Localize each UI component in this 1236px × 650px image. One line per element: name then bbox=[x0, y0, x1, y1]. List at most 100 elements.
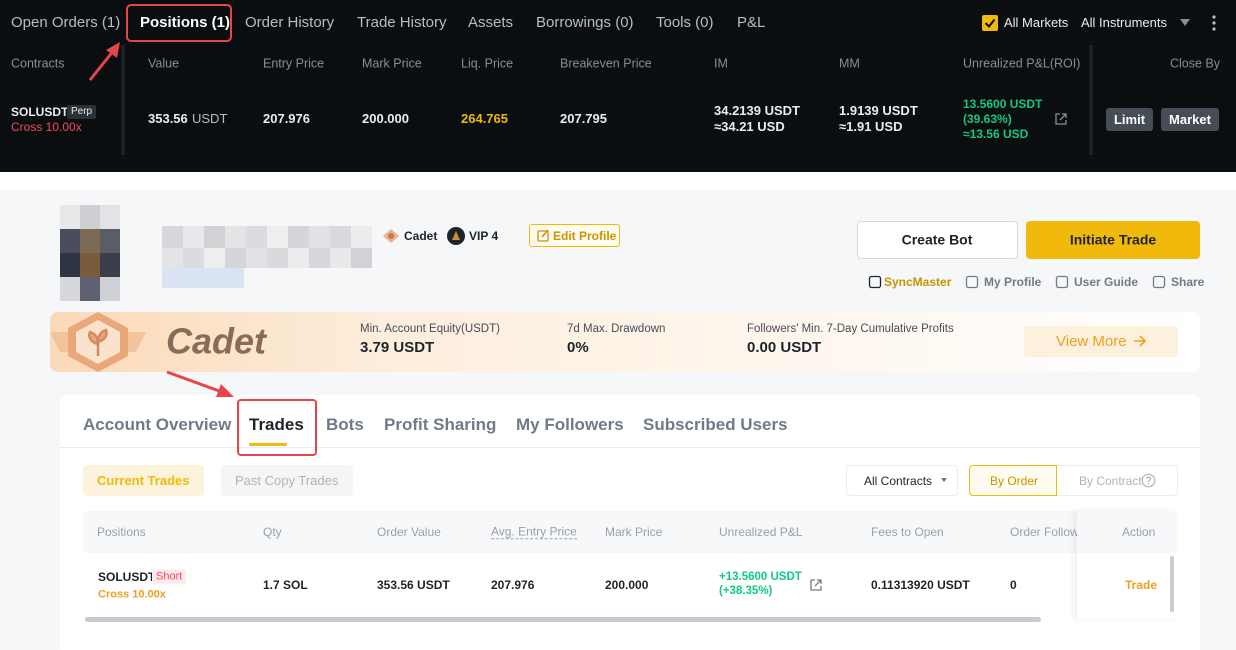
tab[interactable]: P&L bbox=[737, 14, 766, 31]
stat-label: Followers' Min. 7-Day Cumulative Profits bbox=[747, 323, 954, 336]
column-header: Action bbox=[1122, 524, 1156, 539]
view-mode-active[interactable] bbox=[969, 465, 1057, 496]
profile-link[interactable]: SyncMaster bbox=[884, 274, 952, 289]
name-pixel bbox=[330, 226, 351, 248]
name-pixel bbox=[162, 226, 183, 248]
name-pixel bbox=[267, 248, 288, 268]
share-icon bbox=[810, 579, 822, 591]
tab[interactable]: Open Orders (1) bbox=[11, 14, 121, 31]
create-bot-label[interactable]: Create Bot bbox=[901, 231, 973, 248]
avatar-pixel bbox=[60, 205, 80, 229]
contract-dropdown[interactable] bbox=[846, 465, 958, 496]
edit-profile-button[interactable] bbox=[529, 224, 620, 247]
tab[interactable]: Bots bbox=[326, 414, 364, 434]
view-mode-label[interactable]: By Order bbox=[990, 473, 1039, 488]
name-pixel bbox=[183, 248, 204, 268]
dropdown-caret bbox=[941, 478, 947, 482]
view-more-label[interactable]: View More bbox=[1056, 332, 1127, 350]
column-header: Avg. Entry Price bbox=[491, 524, 577, 540]
close-button-label[interactable]: Limit bbox=[1113, 111, 1146, 127]
qty: 1.7 SOL bbox=[263, 577, 308, 592]
initial-margin: 34.2139 USDT bbox=[714, 103, 800, 119]
subtab-active[interactable] bbox=[83, 465, 204, 496]
avatar-pixel bbox=[80, 277, 100, 301]
tab[interactable]: Positions (1) bbox=[140, 14, 231, 31]
name-pixel bbox=[309, 248, 330, 268]
contract-symbol: SOLUSDT bbox=[11, 104, 69, 119]
margin-mode: Cross 10.00x bbox=[11, 119, 82, 134]
column-header: IM bbox=[714, 56, 728, 71]
link-icon bbox=[1055, 275, 1069, 289]
subtab[interactable] bbox=[221, 465, 353, 496]
filter-label[interactable]: All Markets bbox=[1004, 15, 1069, 31]
create-bot-button[interactable] bbox=[857, 221, 1018, 259]
tab[interactable]: Trade History bbox=[357, 14, 447, 31]
rank-icon bbox=[383, 229, 399, 243]
link-icon bbox=[868, 275, 882, 289]
unrealized-pnl: +13.5600 USDT bbox=[719, 571, 802, 584]
name-pixel bbox=[267, 226, 288, 248]
column-header: Positions bbox=[97, 524, 146, 539]
margin-mode: Cross 10.00x bbox=[98, 588, 166, 601]
tab[interactable]: Order History bbox=[245, 14, 335, 31]
unrealized-pnl-usd: ≈13.56 USD bbox=[963, 126, 1029, 141]
tab[interactable]: Profit Sharing bbox=[384, 414, 497, 434]
tab[interactable]: Borrowings (0) bbox=[536, 14, 634, 31]
dropdown-label[interactable]: All Contracts bbox=[864, 473, 933, 488]
trade-action[interactable]: Trade bbox=[1125, 577, 1158, 592]
liq-price: 264.765 bbox=[461, 111, 508, 127]
view-mode[interactable] bbox=[1057, 465, 1178, 496]
avg-entry-price: 207.976 bbox=[491, 577, 535, 592]
subtab-label[interactable]: Current Trades bbox=[97, 472, 190, 488]
name-pixel bbox=[246, 248, 267, 268]
column-header: Qty bbox=[263, 524, 282, 539]
name-pixel bbox=[225, 226, 246, 248]
dropdown-caret bbox=[1180, 19, 1190, 26]
name-pixel bbox=[162, 268, 244, 288]
initiate-trade-label[interactable]: Initiate Trade bbox=[1069, 231, 1157, 248]
divider bbox=[60, 447, 1200, 448]
close-button[interactable] bbox=[1106, 108, 1153, 131]
initiate-trade-button[interactable] bbox=[1026, 221, 1200, 259]
avatar-pixel bbox=[80, 229, 100, 253]
view-mode-label[interactable]: By Contract bbox=[1079, 473, 1142, 488]
vip-icon bbox=[447, 227, 465, 245]
annotation-arrow bbox=[88, 42, 120, 81]
subtab-label[interactable]: Past Copy Trades bbox=[235, 472, 339, 488]
mark-price: 200.000 bbox=[362, 111, 409, 127]
arrow-icon bbox=[1134, 335, 1147, 347]
profile-link[interactable]: Share bbox=[1171, 274, 1205, 289]
close-button-label[interactable]: Market bbox=[1169, 111, 1211, 127]
tab[interactable]: Trades bbox=[249, 414, 304, 434]
tab[interactable]: My Followers bbox=[516, 414, 624, 434]
tab[interactable]: Tools (0) bbox=[656, 14, 714, 31]
table-header bbox=[83, 511, 1177, 553]
dropdown[interactable]: All Instruments bbox=[1081, 15, 1167, 31]
rank-badge: Cadet bbox=[404, 228, 438, 243]
share-icon bbox=[1055, 113, 1067, 125]
close-button[interactable] bbox=[1161, 108, 1219, 131]
profile-link[interactable]: My Profile bbox=[984, 274, 1042, 289]
view-more-button[interactable] bbox=[1024, 326, 1178, 357]
link-icon bbox=[965, 275, 979, 289]
avatar-pixel bbox=[60, 229, 80, 253]
edit-profile-label[interactable]: Edit Profile bbox=[553, 228, 617, 243]
name-pixel bbox=[288, 226, 309, 248]
tab[interactable]: Assets bbox=[468, 14, 514, 31]
profile-link[interactable]: User Guide bbox=[1074, 274, 1139, 289]
avatar-pixel bbox=[60, 253, 80, 277]
avatar-pixel bbox=[100, 229, 120, 253]
tab[interactable]: Account Overview bbox=[83, 414, 232, 434]
name-pixel bbox=[246, 226, 267, 248]
roi: (39.63%) bbox=[963, 111, 1012, 126]
annotation-arrow bbox=[166, 370, 234, 397]
name-pixel bbox=[183, 226, 204, 248]
tab[interactable]: Subscribed Users bbox=[643, 414, 788, 434]
contract-symbol: SOLUSDT bbox=[98, 569, 156, 584]
side-tag: Short bbox=[152, 569, 187, 585]
separator bbox=[0, 172, 1236, 190]
avatar-pixel bbox=[100, 277, 120, 301]
name-pixel bbox=[309, 226, 330, 248]
maintenance-margin: 1.9139 USDT bbox=[839, 103, 918, 119]
name-pixel bbox=[225, 248, 246, 268]
